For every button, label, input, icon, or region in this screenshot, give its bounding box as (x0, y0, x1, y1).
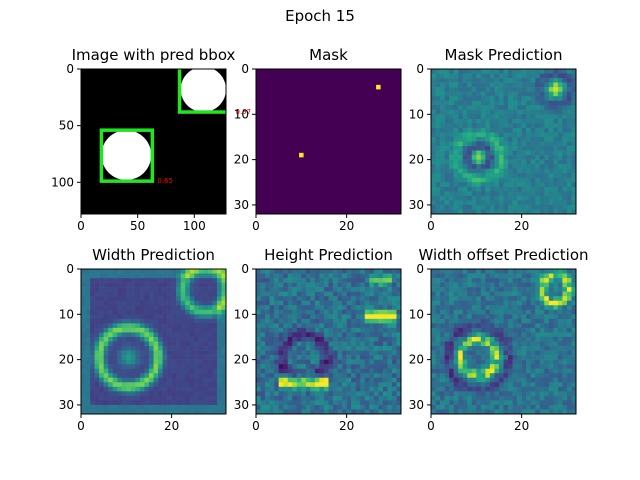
y-tick-label-50: 50 (59, 119, 74, 133)
y-tick-label-30: 30 (234, 398, 249, 412)
x-tick-label-20: 20 (339, 419, 354, 433)
heatmap-cells (431, 69, 577, 215)
x-tick-label-50: 50 (130, 219, 145, 233)
mask-background (256, 69, 401, 214)
y-tick-label-0: 0 (66, 262, 74, 276)
pred-bbox-2 (177, 69, 226, 114)
subplot-title: Height Prediction (264, 246, 393, 264)
y-tick-label-30: 30 (234, 198, 249, 212)
axes-frame (430, 68, 577, 215)
y-tick-label-10: 10 (409, 107, 424, 121)
x-tick-label-0: 0 (427, 219, 435, 233)
axes-frame (430, 268, 577, 415)
figure-title: Epoch 15 (285, 7, 355, 25)
mask-point-2 (376, 84, 381, 90)
x-tick-label-20: 20 (339, 219, 354, 233)
x-tick-label-0: 0 (77, 419, 85, 433)
mask-point-1 (299, 152, 304, 158)
y-tick-label-20: 20 (59, 353, 74, 367)
x-tick-label-0: 0 (252, 419, 260, 433)
y-tick-label-30: 30 (409, 398, 424, 412)
subplot-title: Mask Prediction (445, 46, 563, 64)
subplot-5: Height Prediction 0 20 0 10 20 30 (234, 246, 402, 433)
axes-frame (80, 268, 227, 415)
subplot-title: Width offset Prediction (418, 246, 588, 264)
subplot-title: Mask (309, 46, 348, 64)
y-tick-label-0: 0 (241, 62, 249, 76)
y-tick-label-20: 20 (409, 353, 424, 367)
x-tick-label-0: 0 (427, 419, 435, 433)
y-tick-label-30: 30 (59, 398, 74, 412)
y-tick-label-0: 0 (66, 62, 74, 76)
x-tick-label-20: 20 (164, 419, 179, 433)
y-tick-label-10: 10 (234, 307, 249, 321)
y-tick-label-20: 20 (234, 353, 249, 367)
object-circle-1 (101, 130, 152, 181)
heatmap-cells (431, 269, 577, 415)
axes-frame (255, 68, 402, 215)
x-tick-label-20: 20 (514, 219, 529, 233)
subplot-2: Mask 0 20 0 10 20 30 (234, 46, 402, 233)
subplot-title: Width Prediction (92, 246, 215, 264)
y-tick-label-0: 0 (241, 262, 249, 276)
x-tick-label-100: 100 (183, 219, 206, 233)
y-tick-label-100: 100 (51, 175, 74, 189)
y-tick-label-10: 10 (234, 107, 249, 121)
y-tick-label-0: 0 (416, 262, 424, 276)
y-tick-label-20: 20 (234, 153, 249, 167)
axes-frame (255, 268, 402, 415)
subplot-title: Image with pred bbox (72, 46, 236, 64)
y-tick-label-0: 0 (416, 62, 424, 76)
bbox-score-2: 0.97 (236, 108, 252, 116)
y-tick-label-30: 30 (409, 198, 424, 212)
heatmap-cells (81, 269, 227, 415)
y-tick-label-10: 10 (409, 307, 424, 321)
axes-frame (80, 68, 227, 215)
bbox-score-1: 0.65 (157, 177, 173, 185)
x-tick-label-20: 20 (514, 419, 529, 433)
y-tick-label-10: 10 (59, 307, 74, 321)
subplot-4: Width Prediction 0 20 0 10 20 30 (59, 246, 227, 433)
pred-bbox-1 (99, 128, 155, 183)
x-tick-label-0: 0 (252, 219, 260, 233)
subplot-3: Mask Prediction 0 20 0 10 20 30 (409, 46, 577, 233)
y-tick-label-20: 20 (409, 153, 424, 167)
heatmap-cells (256, 269, 402, 415)
object-circle-2 (180, 69, 226, 113)
x-tick-label-0: 0 (77, 219, 85, 233)
